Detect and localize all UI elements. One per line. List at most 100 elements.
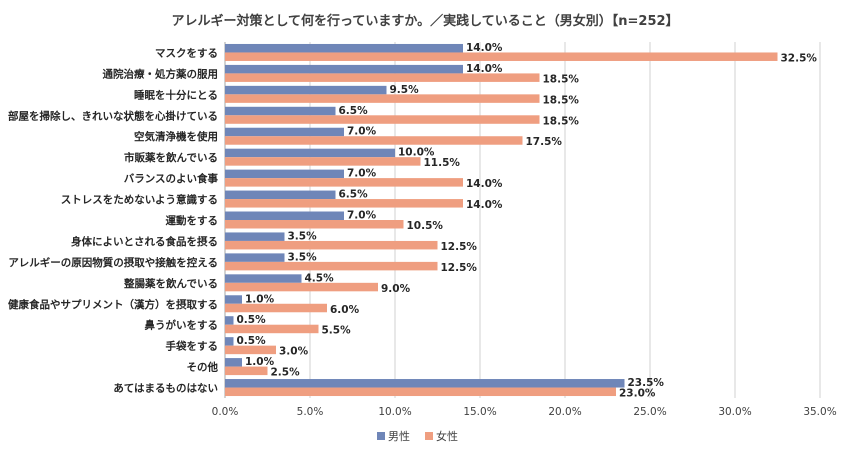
category-label: 手袋をする [166, 340, 219, 353]
data-label-male: 4.5% [305, 272, 335, 284]
data-label-male: 0.5% [237, 314, 267, 326]
bar-female [225, 73, 540, 82]
bar-female [225, 178, 463, 187]
category-label: 睡眠を十分にとる [134, 88, 218, 101]
bar-male [225, 85, 387, 95]
category-label: 整腸薬を飲んでいる [123, 277, 218, 290]
legend-label-female: 女性 [436, 429, 458, 443]
category-label: 部屋を掃除し、きれいな状態を心掛けている [8, 109, 218, 122]
data-label-male: 3.5% [288, 230, 318, 242]
category-label: 市販薬を飲んでいる [124, 151, 218, 164]
data-label-male: 9.5% [390, 84, 420, 96]
x-tick-label: 20.0% [548, 406, 581, 418]
data-label-female: 17.5% [526, 136, 563, 148]
category-label: マスクをする [155, 47, 218, 59]
legend-label-male: 男性 [388, 429, 410, 443]
x-tick-label: 5.0% [297, 406, 324, 418]
data-label-female: 3.0% [279, 346, 309, 358]
bar-female [225, 136, 523, 145]
bar-female [225, 157, 421, 166]
bar-female [225, 94, 540, 103]
bar-female [225, 303, 327, 313]
data-label-male: 6.5% [339, 105, 369, 117]
bar-female [225, 199, 463, 208]
data-label-female: 14.0% [466, 178, 503, 190]
bar-male [225, 358, 242, 367]
data-label-female: 12.5% [441, 241, 478, 253]
bar-female [225, 324, 319, 334]
data-label-female: 14.0% [466, 199, 503, 211]
data-label-male: 1.0% [245, 293, 275, 305]
bar-male [225, 274, 302, 283]
data-label-male: 23.5% [628, 377, 665, 389]
bar-male [225, 148, 395, 158]
x-tick-label: 35.0% [803, 406, 836, 418]
bar-male [225, 43, 463, 53]
category-label: ストレスをためないよう意識する [61, 193, 218, 206]
bar-female [225, 220, 404, 229]
category-label: その他 [187, 361, 219, 374]
bar-male [225, 64, 463, 74]
bar-female [225, 52, 778, 61]
category-label: 空気清浄機を使用 [134, 130, 218, 143]
bar-female [225, 282, 378, 292]
category-label: 通院治療・処方薬の服用 [103, 67, 219, 80]
data-label-female: 18.5% [543, 94, 580, 106]
legend-swatch-male [377, 432, 385, 440]
bar-female [225, 115, 540, 124]
data-label-female: 32.5% [781, 52, 818, 64]
data-label-female: 23.0% [619, 388, 656, 400]
category-label: 身体によいとされる食品を摂る [71, 235, 218, 248]
category-label: あてはまるものはない [113, 382, 218, 395]
bar-female [225, 345, 276, 355]
bar-male [225, 337, 234, 346]
bar-male [225, 127, 344, 137]
data-label-male: 10.0% [398, 147, 435, 159]
data-label-male: 14.0% [466, 42, 503, 54]
data-label-male: 1.0% [245, 356, 275, 368]
x-tick-label: 15.0% [463, 406, 496, 418]
data-label-male: 0.5% [237, 335, 267, 347]
chart-title: アレルギー対策として何を行っていますか。／実践していること（男女別）【n=252… [171, 14, 679, 29]
bar-male [225, 316, 234, 325]
data-label-female: 5.5% [322, 325, 352, 337]
category-label: アレルギーの原因物質の摂取や接触を控える [8, 256, 218, 269]
bar-male [225, 169, 344, 179]
data-label-female: 18.5% [543, 115, 580, 127]
data-label-female: 10.5% [407, 220, 444, 232]
bar-male [225, 106, 336, 116]
bar-male [225, 295, 242, 304]
x-tick-label: 0.0% [212, 406, 239, 418]
data-label-female: 12.5% [441, 262, 478, 274]
bar-female [225, 366, 268, 376]
category-label: 健康食品やサプリメント（漢方）を摂取する [8, 298, 218, 311]
x-tick-label: 30.0% [718, 406, 751, 418]
data-label-female: 11.5% [424, 157, 461, 169]
bar-male [225, 253, 285, 262]
data-label-female: 2.5% [271, 367, 301, 379]
data-label-female: 6.0% [330, 304, 360, 316]
category-label: バランスのよい食事 [124, 172, 219, 185]
x-tick-label: 10.0% [378, 406, 411, 418]
category-label: 運動をする [166, 214, 219, 227]
category-label: 鼻うがいをする [145, 319, 219, 332]
x-tick-label: 25.0% [633, 406, 666, 418]
bar-female [225, 387, 616, 397]
data-label-male: 7.0% [347, 168, 377, 180]
data-label-male: 6.5% [339, 189, 369, 201]
bar-male [225, 232, 285, 241]
bar-male [225, 190, 336, 200]
bar-female [225, 261, 438, 271]
data-label-female: 9.0% [381, 283, 411, 295]
data-label-male: 3.5% [288, 251, 318, 263]
data-label-male: 14.0% [466, 63, 503, 75]
data-label-female: 18.5% [543, 73, 580, 85]
data-label-male: 7.0% [347, 210, 377, 222]
bar-male [225, 211, 344, 220]
bar-male [225, 379, 625, 388]
bar-female [225, 240, 438, 250]
legend-swatch-female [425, 432, 433, 440]
data-label-male: 7.0% [347, 126, 377, 138]
